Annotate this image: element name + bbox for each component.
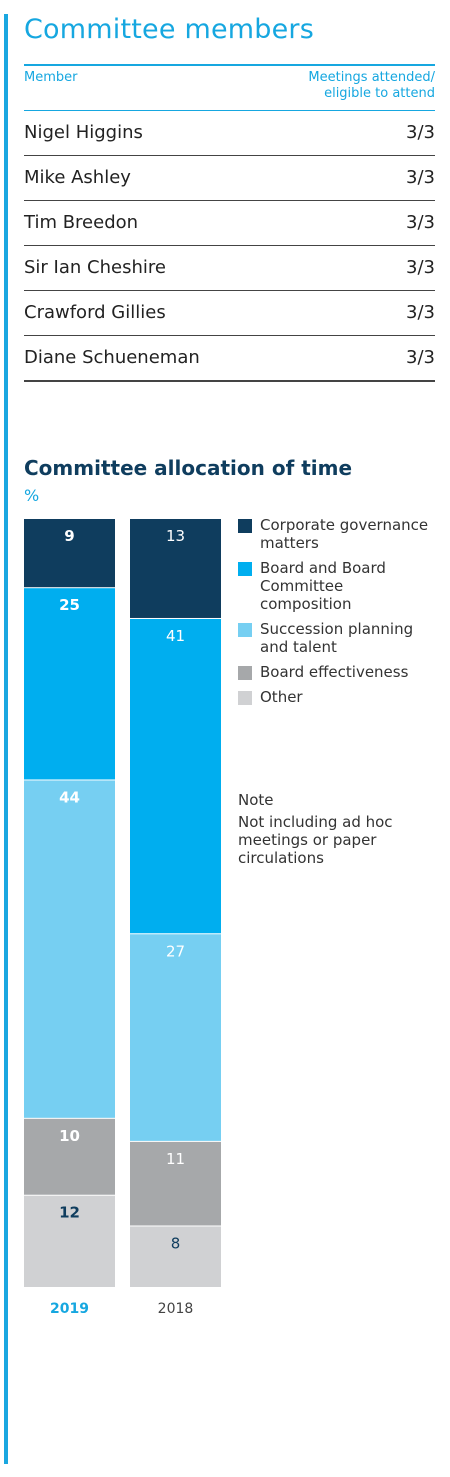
member-attendance: 3/3 [406, 167, 435, 188]
bar-segment [24, 588, 115, 780]
table-row: Nigel Higgins 3/3 [24, 111, 435, 156]
member-attendance: 3/3 [406, 257, 435, 278]
side-accent-rule [4, 14, 8, 1464]
bar-segment [130, 1141, 221, 1226]
member-name: Sir Ian Cheshire [24, 257, 166, 278]
legend-label: Other [260, 688, 303, 706]
legend-item: Board and Board Committee composition [238, 559, 438, 613]
legend-label: Board and Board Committee composition [260, 559, 386, 613]
legend-item: Succession planning and talent [238, 620, 438, 656]
legend-item: Other [238, 688, 438, 706]
note-body: Not including ad hoc meetings or paper c… [238, 813, 393, 867]
legend-swatch [238, 623, 252, 637]
chart-unit: % [24, 486, 40, 505]
chart-legend: Corporate governance matters Board and B… [238, 516, 438, 713]
chart-note: Note Not including ad hoc meetings or pa… [238, 791, 428, 867]
legend-item: Corporate governance matters [238, 516, 438, 552]
bar-value-label: 13 [166, 527, 185, 545]
header-member: Member [24, 70, 78, 85]
table-row: Mike Ashley 3/3 [24, 156, 435, 201]
table-header: Member Meetings attended/ eligible to at… [24, 66, 435, 110]
members-table: Member Meetings attended/ eligible to at… [24, 64, 435, 382]
legend-swatch [238, 519, 252, 533]
bar-segment [24, 1195, 115, 1287]
bar-value-label: 9 [64, 527, 74, 545]
bar-segment [24, 519, 115, 588]
table-row: Diane Schueneman 3/3 [24, 336, 435, 382]
member-attendance: 3/3 [406, 122, 435, 143]
member-name: Diane Schueneman [24, 347, 200, 368]
bar-segment [130, 618, 221, 934]
category-label: 2019 [50, 1301, 89, 1317]
member-name: Crawford Gillies [24, 302, 166, 323]
legend-swatch [238, 691, 252, 705]
bar-value-label: 25 [59, 596, 80, 614]
table-top-rule [24, 64, 435, 66]
bar-value-label: 10 [59, 1127, 80, 1145]
header-meetings-line2: eligible to attend [324, 86, 435, 101]
chart-title: Committee allocation of time [24, 456, 353, 480]
bar-value-label: 8 [171, 1234, 181, 1252]
member-attendance: 3/3 [406, 212, 435, 233]
bar-segment [24, 780, 115, 1118]
bar-value-label: 12 [59, 1204, 80, 1222]
bar-segment [130, 934, 221, 1141]
bar-value-label: 27 [166, 942, 185, 960]
bar-value-label: 44 [59, 788, 80, 806]
header-meetings-line1: Meetings attended/ [308, 70, 435, 85]
member-name: Nigel Higgins [24, 122, 143, 143]
legend-label: Corporate governance matters [260, 516, 429, 552]
member-name: Mike Ashley [24, 167, 131, 188]
bar-segment [130, 519, 221, 618]
note-title: Note [238, 791, 274, 809]
table-header-rule [24, 110, 435, 111]
table-row: Crawford Gillies 3/3 [24, 291, 435, 336]
member-name: Tim Breedon [24, 212, 139, 233]
bar-segment [130, 1226, 221, 1287]
member-attendance: 3/3 [406, 347, 435, 368]
table-row: Sir Ian Cheshire 3/3 [24, 246, 435, 291]
table-row: Tim Breedon 3/3 [24, 201, 435, 246]
members-title: Committee members [24, 14, 314, 45]
legend-swatch [238, 666, 252, 680]
legend-label: Succession planning and talent [260, 620, 414, 656]
legend-item: Board effectiveness [238, 663, 438, 681]
category-label: 2018 [158, 1301, 194, 1317]
bar-value-label: 41 [166, 627, 185, 645]
bar-value-label: 11 [166, 1150, 185, 1168]
bar-segment [24, 1118, 115, 1195]
legend-swatch [238, 562, 252, 576]
header-meetings: Meetings attended/ eligible to attend [235, 70, 435, 102]
legend-label: Board effectiveness [260, 663, 409, 681]
member-attendance: 3/3 [406, 302, 435, 323]
